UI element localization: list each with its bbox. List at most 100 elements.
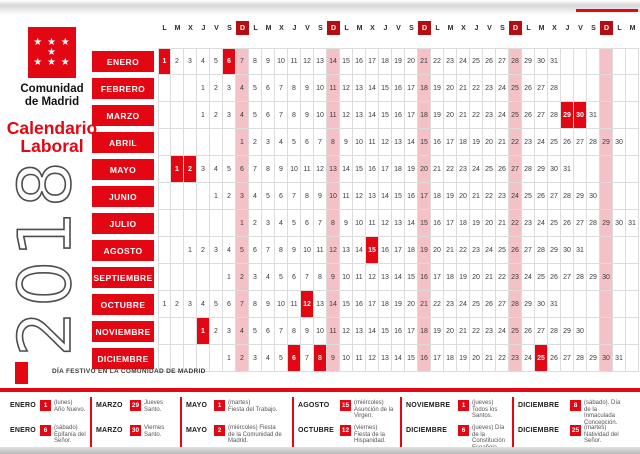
day-cell: 24 [535,129,548,156]
day-letter-header: J [565,24,570,32]
day-cell [158,237,171,264]
day-cell: 16 [431,210,444,237]
legend-entry: NOVIEMBRE 1 (jueves) Todos los Santos. [406,400,508,423]
day-cell [158,345,171,372]
day-letter-header: M [356,24,363,32]
day-cell: 22 [431,48,444,75]
day-cell: 15 [340,291,353,318]
day-cell: 28 [522,156,535,183]
day-cell [600,318,613,345]
day-cell: 7 [314,129,327,156]
day-cell: 27 [561,345,574,372]
legend-entry-line: Concepción. [584,419,618,426]
legend-entry-line: (jueves) Día de la [472,425,505,438]
day-cell: 12 [340,102,353,129]
day-cell: 7 [301,264,314,291]
month-label: AGOSTO [92,237,158,264]
legend-column: AGOSTO 15 (miércoles) Asunción de la Virgen… [294,397,402,448]
day-cell: 4 [249,183,262,210]
month-label: NOVIEMBRE [92,318,158,345]
day-cell: 5 [275,345,288,372]
top-right-accent-line [576,9,638,12]
day-cell: 13 [379,264,392,291]
day-cell: 21 [496,129,509,156]
day-cell: 18 [418,102,431,129]
day-cell: 25 [509,75,522,102]
day-letter-header: L [435,24,440,32]
day-cell: 2 [171,291,184,318]
day-cell: 9 [327,345,340,372]
day-cell: 8 [249,48,262,75]
day-cell: 9 [301,102,314,129]
day-cell: 21 [431,156,444,183]
day-cell: 1 [171,156,184,183]
day-letter-header: X [461,24,466,32]
legend-entry: AGOSTO 15 (miércoles) Asunción de la Virgen… [298,400,396,423]
month-label-text: OCTUBRE [92,294,154,315]
legend-entry-line: (jueves) [472,400,494,406]
day-cell: 22 [509,210,522,237]
month-label-text: MAYO [92,159,154,180]
day-cell [171,264,184,291]
day-cell: 24 [470,156,483,183]
day-cell: 8 [275,237,288,264]
day-cell: 13 [392,210,405,237]
day-cell: 14 [366,318,379,345]
day-cell: 4 [236,102,249,129]
day-cell: 27 [574,210,587,237]
day-cell: 13 [340,237,353,264]
flag-stars-icon: ★ ★ ★ [33,56,71,68]
day-cell [171,210,184,237]
day-cell [613,318,626,345]
day-cell: 15 [418,210,431,237]
day-cell: 4 [275,210,288,237]
day-cell: 23 [522,210,535,237]
day-cell: 18 [379,291,392,318]
day-cell [158,75,171,102]
day-cell: 7 [288,183,301,210]
day-cell: 31 [613,345,626,372]
day-cell: 15 [366,237,379,264]
day-cell: 31 [574,237,587,264]
day-cell: 16 [392,102,405,129]
day-cell: 3 [262,210,275,237]
day-cell: 2 [236,345,249,372]
day-letter-header: V [578,24,583,32]
legend-entry: ENERO 1 (lunes) Año Nuevo. [10,400,86,423]
day-cell: 5 [210,48,223,75]
legend-month-name: ENERO [10,427,36,434]
legend-entry: ENERO 6 (sábado) Epifanía del Señor. [10,425,86,448]
day-cell: 28 [509,48,522,75]
day-cell: 10 [340,345,353,372]
holiday-day: 12 [301,291,313,317]
day-cell: 22 [470,102,483,129]
legend-entry: DICIEMBRE 6 (jueves) Día de la Constitución… [406,425,508,451]
day-cell: 4 [262,264,275,291]
day-cell [574,156,587,183]
day-cell: 23 [522,129,535,156]
legend-column: MARZO 29 Jueves Santo. MARZO 30 Viernes Santo… [92,397,182,448]
legend-entry-description: Viernes Santo. [144,425,176,438]
day-letter-header: D [418,21,431,35]
day-cell: 22 [444,156,457,183]
org-name-line1: Comunidad [20,83,84,95]
month-label: OCTUBRE [92,291,158,318]
day-cell: 8 [327,210,340,237]
day-cell: 6 [301,129,314,156]
day-cell: 31 [561,156,574,183]
day-cell [613,102,626,129]
day-cell: 27 [522,237,535,264]
day-cell: 28 [574,345,587,372]
day-cell: 30 [600,345,613,372]
legend-entry-line: (martes) [584,425,607,431]
day-cell [613,291,626,318]
day-cell: 19 [392,291,405,318]
day-cell [184,129,197,156]
day-letter-header: D [509,21,522,35]
day-cell [171,237,184,264]
day-cell: 28 [548,102,561,129]
day-cell: 7 [301,345,314,372]
holiday-day: 6 [223,49,235,74]
day-cell [626,264,639,291]
holiday-legend-swatch [15,362,28,384]
